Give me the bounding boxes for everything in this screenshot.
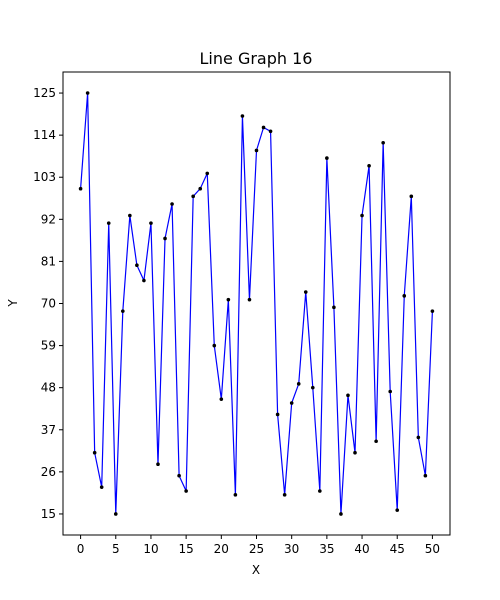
data-point (191, 194, 195, 199)
data-point (275, 412, 280, 417)
y-tick-label: 125 (33, 86, 56, 100)
y-tick-label: 114 (33, 128, 56, 142)
data-point (367, 163, 371, 168)
x-tick-label: 20 (214, 542, 229, 556)
y-tick-label: 15 (41, 507, 56, 521)
data-point (289, 401, 294, 405)
data-point (381, 140, 385, 145)
x-tick-label: 25 (249, 542, 264, 556)
x-tick-label: 30 (284, 542, 299, 556)
series-line (79, 93, 434, 514)
y-tick-label: 26 (41, 465, 56, 479)
data-point (85, 91, 90, 95)
x-tick-label: 35 (319, 542, 334, 556)
data-point (149, 221, 153, 225)
y-axis: 15 26 37 48 59 70 81 92 103 114 125 (33, 86, 63, 521)
x-tick-label: 15 (178, 542, 193, 556)
data-point (374, 439, 378, 444)
data-point (233, 493, 238, 497)
x-tick-label: 0 (77, 542, 85, 556)
data-point (360, 213, 364, 218)
data-point (402, 294, 407, 298)
data-point (325, 156, 329, 160)
data-point (388, 389, 392, 394)
data-point (282, 493, 287, 497)
data-point (135, 263, 139, 268)
data-point (339, 512, 343, 516)
x-axis-label: X (252, 563, 260, 577)
data-point (184, 489, 188, 493)
data-point (212, 343, 217, 348)
data-point (205, 171, 210, 176)
y-tick-label: 92 (41, 212, 56, 226)
x-tick-label: 45 (390, 542, 405, 556)
y-tick-label: 37 (41, 423, 56, 437)
data-point (128, 213, 132, 218)
data-point (409, 194, 414, 199)
y-axis-label: Y (6, 299, 20, 308)
chart-title: Line Graph 16 (200, 49, 313, 68)
data-point (268, 129, 273, 134)
data-point (121, 309, 125, 313)
data-point (177, 473, 181, 478)
data-point (219, 397, 224, 401)
data-point (318, 489, 322, 493)
data-point (78, 186, 83, 191)
x-tick-label: 5 (112, 542, 120, 556)
data-point (247, 297, 252, 302)
data-point (430, 309, 435, 313)
data-point (92, 450, 97, 455)
data-point (346, 393, 350, 398)
x-tick-label: 40 (354, 542, 369, 556)
y-tick-label: 70 (41, 297, 56, 311)
data-point (353, 450, 357, 455)
data-point (99, 485, 104, 489)
data-point (163, 236, 167, 241)
data-point (296, 382, 301, 386)
data-point (156, 462, 160, 467)
data-point (423, 473, 428, 478)
series-layer (78, 91, 435, 516)
y-tick-label: 103 (33, 170, 56, 184)
y-tick-label: 59 (41, 339, 56, 353)
data-point (113, 512, 118, 516)
data-point (106, 221, 111, 225)
y-tick-label: 81 (41, 254, 56, 268)
y-tick-label: 48 (41, 381, 56, 395)
data-point (303, 290, 308, 294)
data-point (226, 297, 231, 302)
data-point (142, 278, 146, 283)
data-point (198, 186, 203, 191)
data-point (170, 202, 174, 206)
x-tick-label: 10 (143, 542, 158, 556)
data-point (261, 125, 266, 130)
data-point (254, 148, 259, 153)
data-point (240, 114, 245, 118)
data-point (395, 508, 400, 512)
x-axis: 0 5 10 15 20 25 30 35 40 45 50 (77, 535, 440, 556)
data-point (332, 305, 336, 310)
plot-area (62, 71, 451, 536)
data-point (310, 385, 315, 390)
data-point (416, 435, 421, 440)
x-tick-label: 50 (425, 542, 440, 556)
